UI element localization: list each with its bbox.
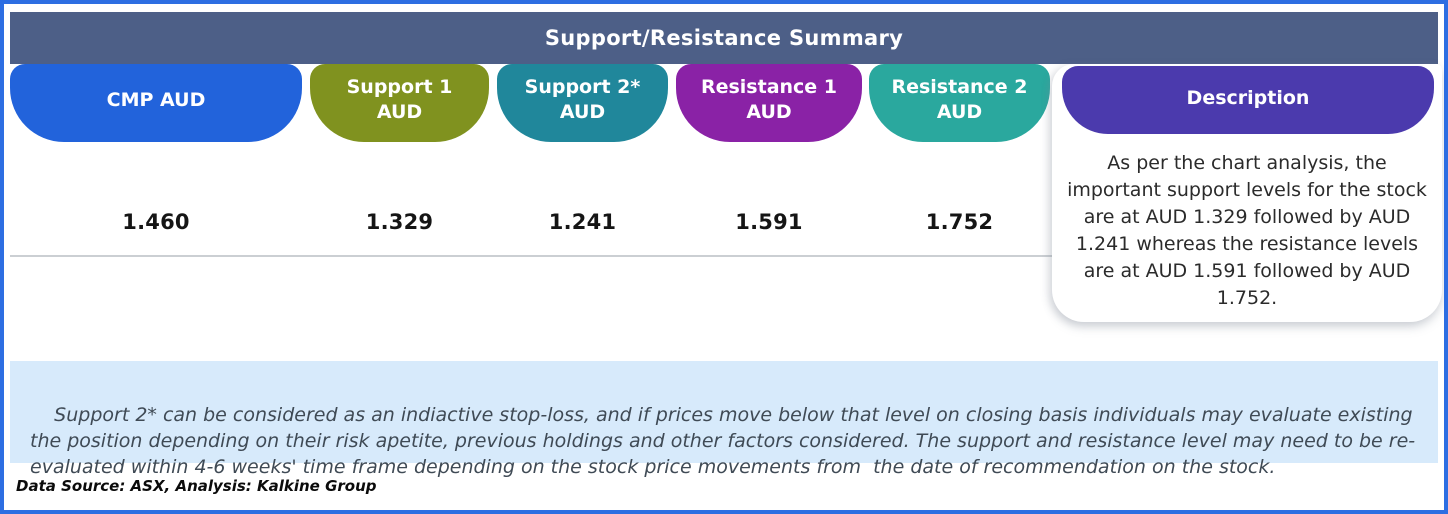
column-header-label-line2: AUD [376, 101, 423, 123]
table-title: Support/Resistance Summary [544, 26, 904, 50]
column-header-label-line2: AUD [936, 101, 983, 123]
value-support-2-aud: 1.241 [548, 210, 617, 234]
data-source-note: Data Source: ASX, Analysis: Kalkine Grou… [16, 477, 377, 495]
table-title-bar: Support/Resistance Summary [10, 12, 1438, 64]
column-header-label-line1: Resistance 1 [700, 76, 838, 98]
column-header-label-line2: AUD [559, 101, 606, 123]
column-header-cmp-aud: CMP AUD [10, 64, 302, 142]
column-header-label-line1: CMP AUD [106, 88, 206, 111]
row-divider-line [10, 255, 1052, 257]
value-resistance-2-aud: 1.752 [925, 210, 994, 234]
description-card: Description As per the chart analysis, t… [1052, 64, 1442, 322]
description-text: As per the chart analysis, the important… [1067, 152, 1427, 309]
value-support-1-aud: 1.329 [365, 210, 434, 234]
column-header-description: Description [1062, 66, 1434, 134]
column-header-resistance-1-aud: Resistance 1 AUD [676, 64, 862, 142]
column-header-label-line1: Support 2* [524, 76, 641, 98]
column-header-label-line1: Support 1 [346, 76, 453, 98]
footnote-box: Support 2* can be considered as an india… [10, 361, 1438, 478]
column-header-support-2-aud: Support 2* AUD [497, 64, 668, 142]
value-cmp-aud: 1.460 [122, 210, 190, 234]
column-header-label-line2: AUD [746, 101, 792, 123]
column-header-support-1-aud: Support 1 AUD [310, 64, 489, 142]
footnote-text: Support 2* can be considered as an india… [30, 404, 1419, 478]
value-resistance-1-aud: 1.591 [735, 210, 803, 234]
column-header-resistance-2-aud: Resistance 2 AUD [869, 64, 1050, 142]
column-header-label-line1: Resistance 2 [891, 76, 1028, 98]
description-header-label: Description [1186, 87, 1310, 109]
